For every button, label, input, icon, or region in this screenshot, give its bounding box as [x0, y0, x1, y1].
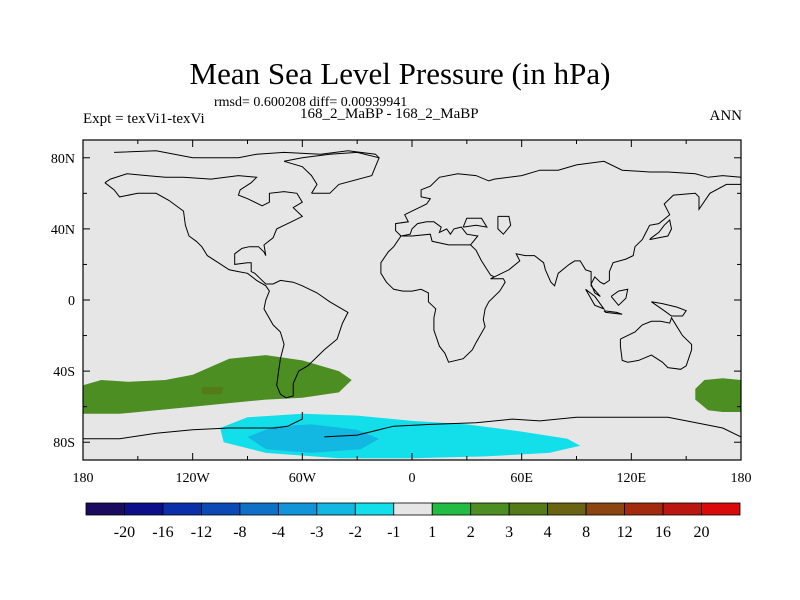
x-tick-label: 120E [617, 471, 647, 486]
colorbar-swatch [201, 502, 241, 516]
coastline-9 [585, 288, 606, 310]
coastline-12 [651, 301, 687, 317]
experiment-label: Expt = texVi1-texVi [83, 111, 205, 127]
region-positive-southeast-pacific [695, 378, 741, 412]
x-tick-label: 0 [409, 471, 416, 486]
coastline-0 [114, 150, 380, 159]
colorbar-label: -2 [349, 524, 362, 541]
y-tick-label: 80N [51, 152, 75, 167]
x-tick-label: 120W [176, 471, 211, 486]
colorbar-swatch [585, 502, 625, 516]
colorbar-label: 2 [467, 524, 475, 541]
coastline-13 [619, 316, 693, 370]
coastline-8 [649, 219, 673, 241]
colorbar-swatch [508, 502, 549, 516]
colorbar-swatch [124, 502, 164, 516]
y-tick-label: 0 [68, 294, 75, 309]
colorbar-label: -16 [152, 524, 173, 541]
colorbar-swatch [316, 502, 356, 516]
colorbar-label: -4 [272, 524, 285, 541]
coastlines [83, 150, 741, 440]
x-tick-label: 60W [289, 471, 317, 486]
coastline-14 [83, 412, 303, 440]
colorbar-swatch [354, 502, 395, 516]
colorbar-label: -8 [233, 524, 246, 541]
colorbar-swatch [470, 502, 510, 516]
colorbar-swatch [162, 502, 202, 516]
colorbar-swatch [624, 502, 664, 516]
coastline-10 [610, 288, 629, 307]
colorbar-swatch [431, 502, 472, 516]
stats-line: rmsd= 0.600208 diff= 0.00939941 [214, 95, 408, 110]
coastline-6 [462, 217, 488, 228]
colorbar-label: -20 [114, 524, 135, 541]
coastline-11 [603, 310, 623, 315]
colorbar-label: 3 [505, 524, 513, 541]
region-positive-small-patch [201, 387, 224, 395]
colorbar-label: 1 [428, 524, 436, 541]
colorbar-swatch [85, 502, 125, 516]
coastline-15 [324, 416, 741, 438]
y-tick-label: 40S [53, 365, 75, 380]
colorbar-swatch [277, 502, 318, 516]
colorbar-swatch [701, 502, 741, 516]
coastline-1 [104, 173, 349, 399]
y-tick-label: 80S [53, 436, 75, 451]
colorbar-label: -1 [387, 524, 400, 541]
coastline-5 [400, 221, 479, 246]
colorbar-label: 8 [582, 524, 590, 541]
region-positive-south-pacific [83, 355, 352, 414]
x-tick-label: 60E [510, 471, 533, 486]
colorbar-swatch [547, 502, 587, 516]
colorbar-label: -12 [191, 524, 212, 541]
coastline-3 [395, 160, 741, 237]
coastline-4 [380, 183, 741, 363]
colorbar-swatch [393, 502, 433, 516]
colorbar-label: 20 [694, 524, 710, 541]
x-tick-label: 180 [731, 471, 752, 486]
colorbar-swatch [662, 502, 702, 516]
coastline-2 [283, 151, 380, 194]
season-label: ANN [709, 108, 743, 124]
chart-title: Mean Sea Level Pressure (in hPa) [189, 56, 611, 91]
region-negative-3 [247, 424, 380, 453]
coastline-7 [497, 215, 512, 235]
colorbar-label: -3 [310, 524, 323, 541]
x-tick-label: 180 [73, 471, 94, 486]
chart-subtitle: 168_2_MaBP - 168_2_MaBP [300, 106, 479, 122]
y-tick-label: 40N [51, 223, 75, 238]
colorbar-swatch [239, 502, 279, 516]
colorbar-label: 12 [617, 524, 633, 541]
colorbar-label: 16 [655, 524, 671, 541]
colorbar-label: 4 [544, 524, 552, 541]
